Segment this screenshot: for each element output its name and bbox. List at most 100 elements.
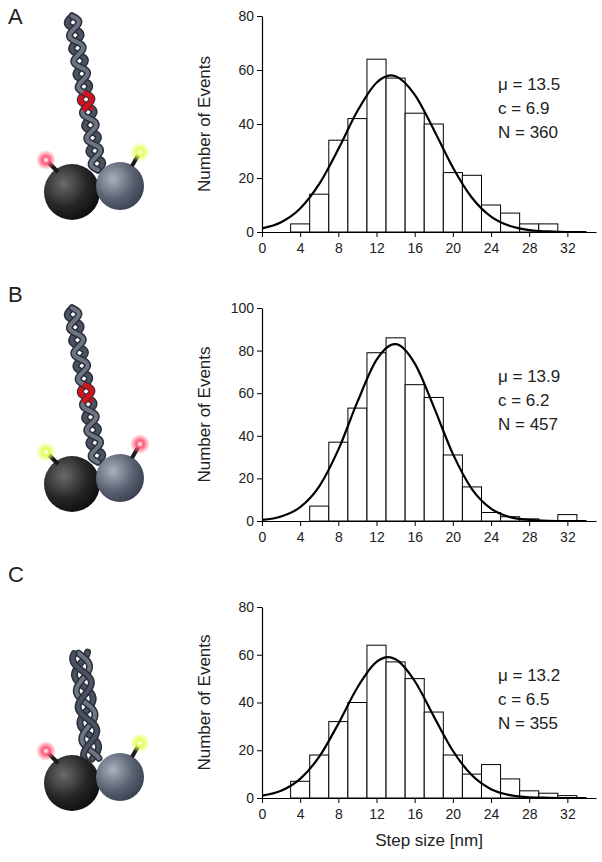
dye-glow	[36, 741, 56, 761]
x-tick-label: 16	[407, 529, 423, 545]
y-tick-mark	[257, 70, 262, 71]
y-axis-title: Number of Events	[195, 56, 214, 192]
y-tick-label: 100	[231, 300, 255, 316]
x-tick: 0	[259, 232, 267, 256]
y-tick-label: 80	[238, 599, 254, 615]
histogram-bar	[462, 175, 481, 232]
histogram-bar	[348, 703, 367, 799]
histogram-bar	[386, 662, 405, 798]
y-tick-mark	[257, 393, 262, 394]
x-tick: 20	[446, 798, 462, 822]
x-tick-mark	[453, 521, 454, 526]
histogram-bar	[386, 78, 405, 232]
x-tick: 12	[369, 521, 385, 545]
x-tick-label: 20	[446, 240, 462, 256]
y-tick-label: 0	[246, 224, 254, 240]
dye-glow	[130, 142, 150, 162]
x-tick-label: 4	[297, 806, 305, 822]
x-tick: 8	[335, 232, 343, 256]
x-tick-label: 4	[297, 240, 305, 256]
x-tick-label: 28	[522, 806, 538, 822]
x-tick-mark	[529, 232, 530, 237]
motor-head-grey	[96, 753, 144, 801]
y-axis-line	[262, 17, 263, 233]
x-tick-mark	[453, 232, 454, 237]
y-axis-title: Number of Events	[195, 346, 214, 482]
y-tick-mark	[257, 655, 262, 656]
panel-letter: A	[8, 4, 23, 29]
x-tick-mark	[529, 798, 530, 803]
x-tick-label: 32	[560, 529, 576, 545]
histogram-bar	[310, 506, 329, 521]
y-tick: 0	[246, 513, 262, 529]
x-axis-line	[263, 798, 597, 799]
y-tick-mark	[257, 436, 262, 437]
x-tick-label: 0	[259, 806, 267, 822]
x-tick: 12	[369, 798, 385, 822]
y-tick-label: 20	[238, 470, 254, 486]
x-tick: 20	[446, 521, 462, 545]
x-tick-mark	[415, 798, 416, 803]
x-tick-mark	[377, 521, 378, 526]
helix-strand	[67, 308, 102, 462]
y-tick-label: 80	[238, 8, 254, 24]
histogram-bar	[405, 385, 424, 521]
x-tick: 32	[560, 798, 576, 822]
y-tick-mark	[257, 521, 262, 522]
y-tick-label: 40	[238, 694, 254, 710]
x-tick: 24	[484, 798, 500, 822]
x-tick: 28	[522, 232, 538, 256]
x-tick-label: 32	[560, 240, 576, 256]
x-tick: 4	[297, 521, 305, 545]
panel-letter: B	[8, 282, 23, 307]
histogram-bar	[481, 205, 500, 232]
helix-strand	[73, 654, 97, 760]
x-tick-mark	[338, 798, 339, 803]
y-tick-label: 80	[238, 343, 254, 359]
plot-marks	[262, 338, 586, 521]
x-tick-label: 8	[335, 240, 343, 256]
x-tick-label: 20	[446, 529, 462, 545]
fit-annotation: N = 360	[498, 123, 558, 142]
x-tick-label: 8	[335, 806, 343, 822]
histogram-bar	[367, 353, 386, 521]
x-tick-mark	[262, 521, 263, 526]
histogram-bar	[367, 59, 386, 232]
y-tick-label: 40	[238, 116, 254, 132]
histogram-bar	[424, 124, 443, 232]
x-tick-label: 0	[259, 240, 267, 256]
x-tick: 4	[297, 798, 305, 822]
helix-hinge	[84, 93, 92, 109]
y-tick-mark	[257, 308, 262, 309]
x-axis-title: Step size [nm]	[375, 831, 483, 850]
x-tick-mark	[415, 232, 416, 237]
y-tick: 80	[238, 343, 262, 359]
x-tick: 16	[407, 521, 423, 545]
fit-annotation: c = 6.5	[498, 690, 550, 709]
y-axis: 020406080100	[231, 300, 263, 529]
y-tick: 0	[246, 224, 262, 240]
y-tick: 40	[238, 694, 262, 710]
y-axis: 020406080	[238, 599, 262, 806]
histogram-bar	[462, 487, 481, 521]
helix-strand-outline	[69, 16, 100, 170]
y-tick: 20	[238, 742, 262, 758]
x-tick-mark	[491, 521, 492, 526]
helix-strand-outline	[67, 16, 102, 170]
y-axis: 020406080	[238, 8, 262, 240]
x-tick-mark	[377, 798, 378, 803]
x-tick-mark	[262, 232, 263, 237]
x-tick: 8	[335, 798, 343, 822]
x-axis: 048121620242832	[259, 521, 597, 545]
x-tick-mark	[300, 798, 301, 803]
x-tick-mark	[567, 798, 568, 803]
y-tick-mark	[257, 478, 262, 479]
y-tick-label: 60	[238, 647, 254, 663]
x-tick-label: 32	[560, 806, 576, 822]
fit-curve	[262, 344, 586, 521]
panel: 048121620242832020406080Number of Events…	[8, 4, 597, 256]
x-tick-mark	[338, 521, 339, 526]
x-tick-label: 4	[297, 529, 305, 545]
x-tick-label: 8	[335, 529, 343, 545]
fit-annotation: c = 6.2	[498, 391, 550, 410]
